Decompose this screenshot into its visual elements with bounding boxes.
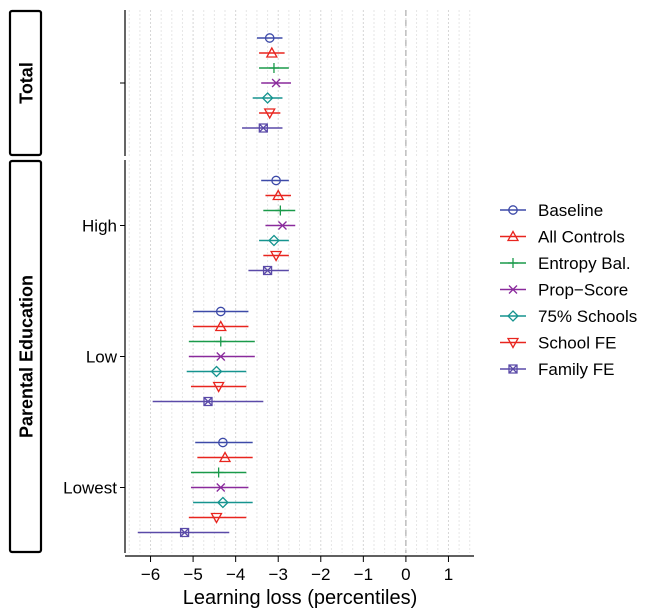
plot-panels: High Low Lowest [63,10,471,553]
x-tick-label: 0 [401,565,410,584]
legend-label: All Controls [538,228,625,247]
group-high: High [82,175,296,276]
x-tick-label: −5 [183,565,202,584]
legend-label: 75% Schools [538,307,637,326]
legend-marker [506,230,520,242]
point-marker [271,175,281,186]
x-tick-label: −6 [141,565,160,584]
x-axis: −6 −5 −4 −3 −2 −1 0 1 [125,555,474,584]
legend-label: Entropy Bal. [538,254,631,273]
point-marker [265,46,278,58]
point-marker [263,108,276,120]
strip-0: Total [8,9,43,157]
y-tick-label: Low [86,348,118,367]
point-marker [216,352,226,361]
legend-label: School FE [538,334,616,353]
x-tick-label: −2 [311,565,330,584]
strip-label: Parental Education [17,275,37,438]
y-tick-label: Lowest [63,479,117,498]
x-tick-label: −1 [354,565,373,584]
legend-item: Entropy Bal. [500,254,631,273]
legend-label: Prop−Score [538,281,628,300]
panel-strips: Total Parental Education [8,9,43,554]
point-marker [261,92,274,104]
point-marker [212,381,225,393]
point-marker [213,467,224,478]
legend-marker [506,337,520,349]
legend-marker [508,285,518,294]
point-marker [210,365,223,378]
x-tick-label: −4 [226,565,245,584]
point-marker [268,63,279,73]
legend-marker [508,258,518,268]
point-marker [275,205,286,216]
point-marker [272,189,285,201]
legend-label: Family FE [538,360,615,379]
panel-0 [120,10,471,156]
strip-box [8,9,43,157]
legend: Baseline All Controls Entropy Bal. Prop−Sco… [500,201,637,379]
point-marker [216,483,226,492]
panel-1: High Low Lowest [63,160,471,553]
legend-item: Baseline [500,201,603,220]
x-tick-label: 1 [444,565,453,584]
point-marker [218,437,228,448]
strip-box [8,159,43,554]
point-marker [268,234,280,247]
legend-marker [508,364,518,374]
strip-1: Parental Education [8,159,43,554]
legend-item: Prop−Score [500,281,628,300]
point-marker [258,123,268,133]
strip-label: Total [17,62,37,104]
point-marker [203,396,213,407]
group-lowest: Lowest [63,437,253,538]
point-marker [218,451,232,463]
point-marker [179,527,190,538]
legend-item: School FE [500,334,616,353]
point-marker [215,336,226,347]
legend-marker [508,205,518,215]
group-low: Low [86,306,264,407]
y-tick-label: High [82,217,117,236]
legend-item: All Controls [500,228,625,247]
group-total [120,33,291,133]
point-marker [216,496,229,509]
x-axis-title: Learning loss (percentiles) [183,587,418,609]
point-marker [278,221,287,230]
point-marker [262,265,273,276]
point-marker [264,33,275,43]
legend-item: Family FE [500,360,615,379]
point-marker [269,250,283,262]
point-marker [271,78,281,88]
legend-item: 75% Schools [500,307,637,326]
x-tick-label: −3 [269,565,288,584]
legend-label: Baseline [538,201,603,220]
point-marker [214,320,227,332]
point-marker [210,512,223,524]
legend-marker [507,310,519,322]
point-marker [215,306,226,317]
